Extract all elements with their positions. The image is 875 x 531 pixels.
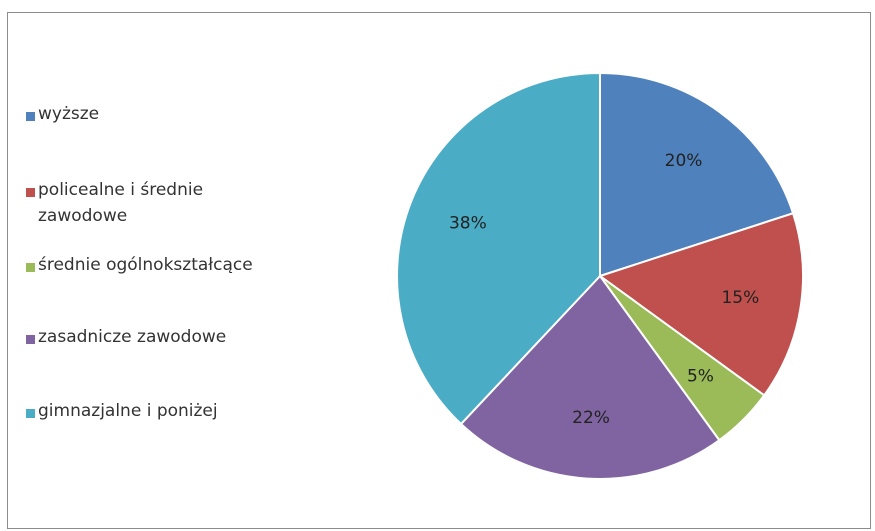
pie-slices <box>396 71 804 480</box>
data-label: 5% <box>687 366 714 386</box>
legend-label: policealne i średnie zawodowe <box>38 180 204 226</box>
legend-label: wyższe <box>38 104 100 124</box>
legend-swatch <box>26 335 35 344</box>
legend-swatch <box>26 263 35 272</box>
legend-item-srednie-ogolnoksztalcace: średnie ogólnokształcące <box>26 255 338 278</box>
data-label: 22% <box>572 408 610 428</box>
data-label: 38% <box>449 214 487 234</box>
legend-item-wyzsze: wyższe <box>26 104 338 127</box>
pie-data-labels: 20% 15% 5% 22% 38% <box>449 151 759 428</box>
slice-gimnazjalne <box>396 71 601 426</box>
legend-swatch <box>26 409 35 418</box>
legend-item-zasadnicze: zasadnicze zawodowe <box>26 327 338 350</box>
legend-item-gimnazjalne: gimnazjalne i poniżej <box>26 401 338 424</box>
slice-wyzsze <box>599 71 795 278</box>
data-label: 20% <box>665 151 703 171</box>
legend-item-policealne: policealne i średnie zawodowe <box>26 180 268 229</box>
data-label: 15% <box>721 288 759 308</box>
legend-label: średnie ogólnokształcące <box>38 255 253 275</box>
legend-swatch <box>26 188 35 197</box>
legend-swatch <box>26 112 35 121</box>
legend-label: zasadnicze zawodowe <box>38 327 227 347</box>
slice-policealne <box>597 212 804 397</box>
legend-label: gimnazjalne i poniżej <box>38 401 218 421</box>
slice-zasadnicze <box>459 274 721 480</box>
